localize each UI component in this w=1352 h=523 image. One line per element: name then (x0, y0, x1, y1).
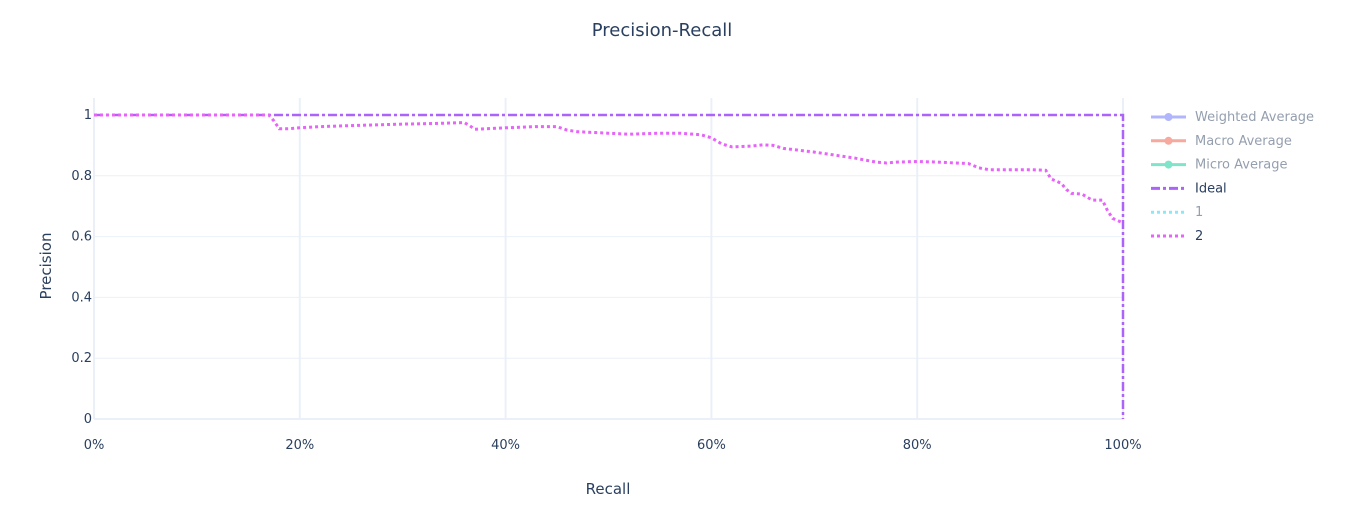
x-tick-label: 40% (491, 438, 520, 453)
legend-label: 1 (1195, 205, 1203, 220)
legend-swatch-marker (1165, 161, 1173, 169)
y-tick-label: 0.6 (71, 230, 92, 245)
y-tick-label: 1 (84, 108, 92, 123)
x-axis-title: Recall (586, 480, 631, 498)
legend-label: Macro Average (1195, 134, 1292, 149)
x-tick-label: 100% (1104, 438, 1141, 453)
legend-label: 2 (1195, 229, 1203, 244)
y-tick-label: 0 (84, 412, 92, 427)
series-line-2 (94, 115, 1123, 223)
x-tick-label: 60% (697, 438, 726, 453)
legend-item-micro-average[interactable]: Micro Average (1151, 158, 1288, 173)
legend-item-weighted-average[interactable]: Weighted Average (1151, 110, 1314, 125)
x-tick-label: 0% (84, 438, 105, 453)
legend-label: Micro Average (1195, 158, 1288, 173)
legend-swatch-marker (1165, 113, 1173, 121)
x-tick-label: 80% (903, 438, 932, 453)
series-layer (94, 115, 1123, 419)
series-line-ideal (94, 115, 1123, 419)
y-tick-label: 0.2 (71, 351, 92, 366)
legend-item-macro-average[interactable]: Macro Average (1151, 134, 1292, 149)
legend-label: Weighted Average (1195, 110, 1314, 125)
legend-item-1[interactable]: 1 (1151, 205, 1203, 220)
legend-item-ideal[interactable]: Ideal (1151, 181, 1227, 196)
legend-swatch-marker (1165, 137, 1173, 145)
chart-title: Precision-Recall (592, 20, 733, 41)
x-tick-label: 20% (285, 438, 314, 453)
axes-layer: 0 0.2 0.4 0.6 0.8 1 0% 20% 40% 60% 80% 100% (71, 108, 1141, 453)
legend-label: Ideal (1195, 181, 1227, 196)
y-tick-label: 0.8 (71, 169, 92, 184)
y-axis-title: Precision (37, 233, 55, 300)
legend: Weighted Average Macro Average Micro Avera… (1151, 110, 1314, 244)
grid-layer (94, 98, 1123, 419)
legend-item-2[interactable]: 2 (1151, 229, 1203, 244)
y-tick-label: 0.4 (71, 290, 92, 305)
